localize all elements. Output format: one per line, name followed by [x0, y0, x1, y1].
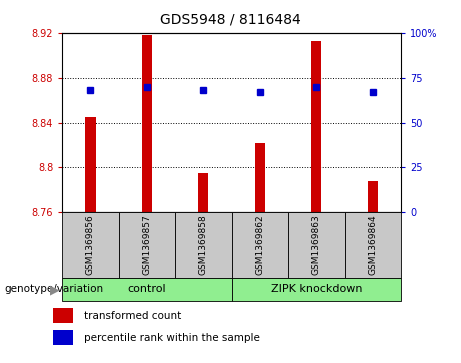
Bar [344, 212, 401, 278]
Bar [175, 212, 231, 278]
Bar [311, 41, 321, 212]
Bar [118, 212, 175, 278]
Bar [255, 143, 265, 212]
Text: GSM1369856: GSM1369856 [86, 215, 95, 276]
Text: GSM1369857: GSM1369857 [142, 215, 152, 276]
Bar [288, 212, 344, 278]
Text: GSM1369862: GSM1369862 [255, 215, 265, 276]
Bar [53, 330, 73, 345]
Text: GSM1369863: GSM1369863 [312, 215, 321, 276]
Text: GSM1369858: GSM1369858 [199, 215, 208, 276]
Bar [198, 173, 208, 212]
Text: control: control [128, 285, 166, 294]
Bar [368, 181, 378, 212]
Text: percentile rank within the sample: percentile rank within the sample [84, 333, 260, 343]
Bar [53, 308, 73, 323]
Text: transformed count: transformed count [84, 311, 182, 321]
Text: ZIPK knockdown: ZIPK knockdown [271, 285, 362, 294]
Bar [231, 278, 401, 301]
Bar [142, 35, 152, 212]
Text: ▶: ▶ [50, 283, 60, 296]
Bar [231, 212, 288, 278]
Bar [62, 212, 118, 278]
Bar [85, 117, 95, 212]
Text: GSM1369864: GSM1369864 [368, 215, 378, 276]
Text: GDS5948 / 8116484: GDS5948 / 8116484 [160, 13, 301, 27]
Bar [62, 278, 231, 301]
Text: genotype/variation: genotype/variation [5, 285, 104, 294]
